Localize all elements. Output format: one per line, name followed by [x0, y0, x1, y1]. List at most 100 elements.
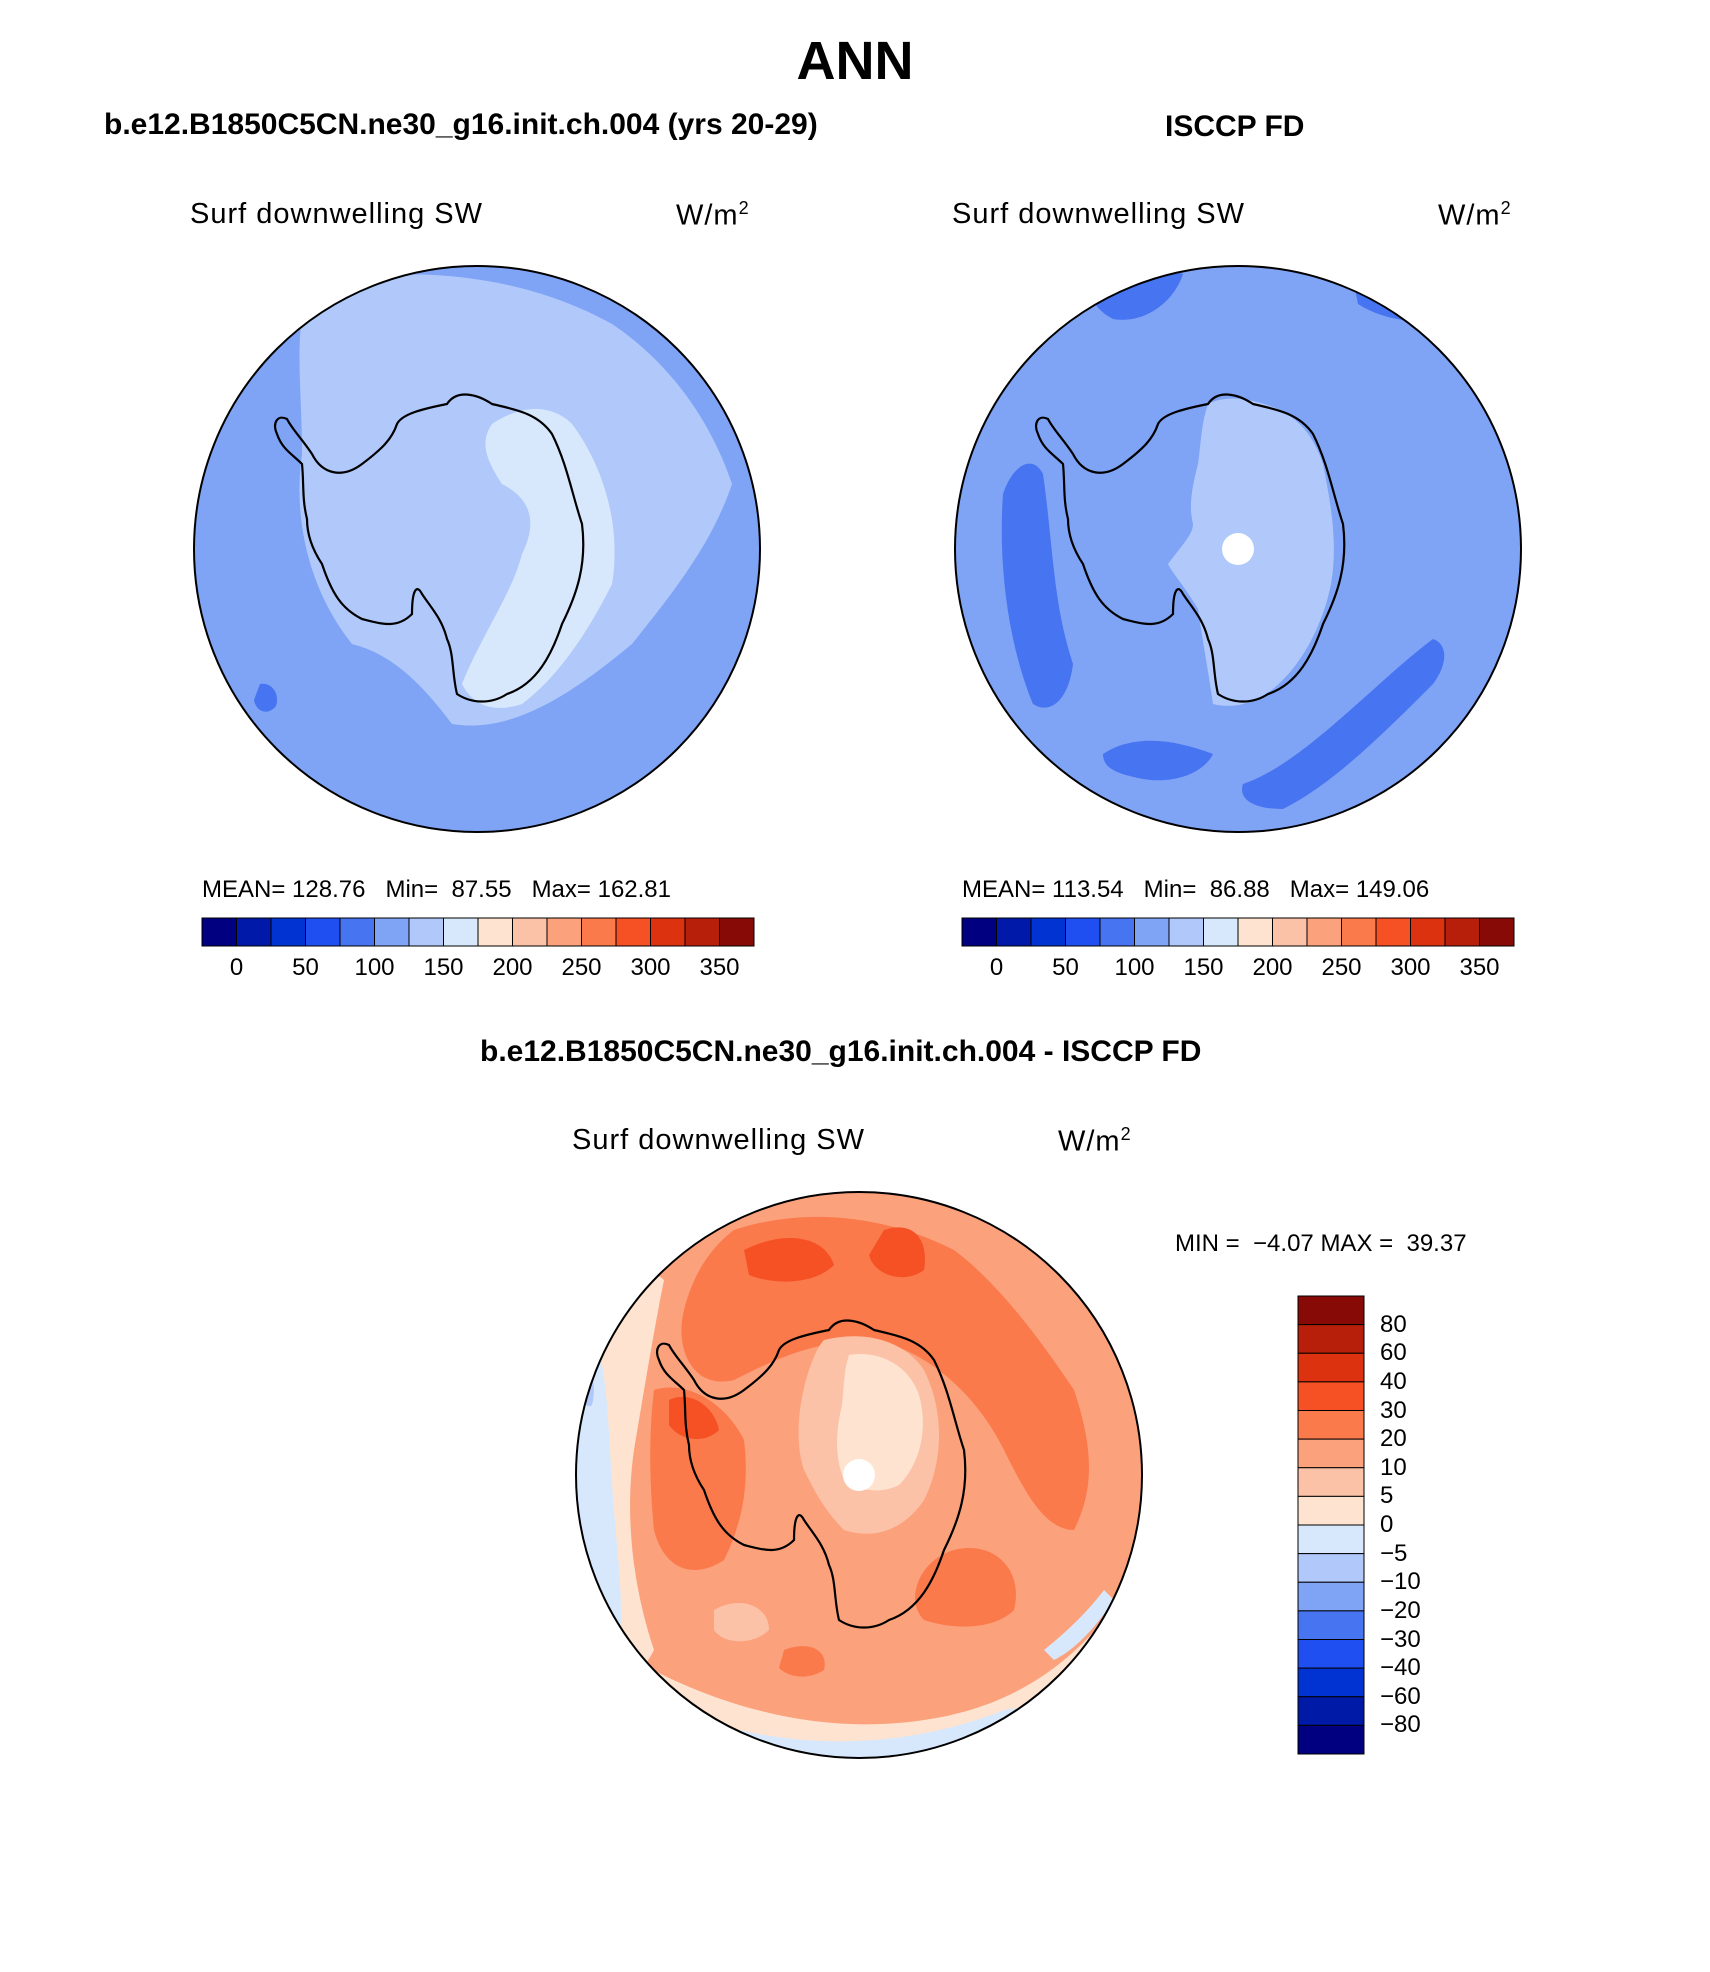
obs-field-band-100-left: [1001, 463, 1073, 708]
colorbar-swatch: [1297, 1524, 1365, 1555]
obs-subtitle: Surf downwelling SW: [952, 198, 1245, 230]
colorbar-swatch: [1375, 917, 1411, 947]
colorbar-swatch: [408, 917, 444, 947]
model-map: [193, 265, 761, 833]
colorbar-swatch: [1297, 1324, 1365, 1354]
colorbar-tick-label: 200: [492, 954, 533, 981]
colorbar-swatch: [1297, 1610, 1365, 1640]
diff-field-band-30-bottom: [779, 1646, 825, 1677]
colorbar-tick-label: −20: [1380, 1596, 1421, 1624]
colorbar-swatch: [512, 917, 548, 947]
model-field-band-200: [462, 409, 615, 708]
colorbar-swatch: [1306, 917, 1342, 947]
colorbar-tick-label: 100: [1114, 954, 1155, 981]
colorbar-tick-label: 350: [1459, 954, 1500, 981]
diff-pole-hole: [843, 1459, 875, 1491]
colorbar-tick-label: 10: [1380, 1453, 1407, 1481]
colorbar-tick-label: −5: [1380, 1539, 1408, 1567]
colorbar-tick-label: 250: [561, 954, 602, 981]
colorbar-tick-label: 30: [1380, 1396, 1407, 1424]
colorbar-tick-label: 0: [989, 954, 1004, 981]
colorbar-swatch: [1134, 917, 1170, 947]
colorbar-swatch: [615, 917, 651, 947]
colorbar-swatch: [443, 917, 479, 947]
colorbar-tick-label: −80: [1380, 1711, 1421, 1739]
obs-colorbar: [961, 917, 1515, 947]
colorbar-swatch: [1297, 1467, 1365, 1497]
diff-subtitle: Surf downwelling SW: [572, 1124, 865, 1156]
colorbar-tick-label: 60: [1380, 1339, 1407, 1367]
colorbar-swatch: [1203, 917, 1239, 947]
model-stats: MEAN= 128.76 Min= 87.55 Max= 162.81: [202, 876, 671, 903]
colorbar-tick-label: 20: [1380, 1425, 1407, 1453]
colorbar-swatch: [1272, 917, 1308, 947]
colorbar-tick-label: 300: [1390, 954, 1431, 981]
colorbar-swatch: [1444, 917, 1480, 947]
diff-field-band-neg-right: [1044, 1590, 1114, 1660]
colorbar-swatch: [270, 917, 306, 947]
colorbar-swatch: [1341, 917, 1377, 947]
obs-map: [954, 265, 1522, 833]
diff-panel-title: b.e12.B1850C5CN.ne30_g16.init.ch.004 - I…: [480, 1035, 1202, 1068]
colorbar-swatch: [1410, 917, 1446, 947]
colorbar-swatch: [1168, 917, 1204, 947]
model-field-band-100: [194, 384, 222, 419]
colorbar-swatch: [374, 917, 410, 947]
colorbar-swatch: [1297, 1410, 1365, 1440]
diff-antarctica-coast: [655, 1319, 967, 1629]
colorbar-swatch: [684, 917, 720, 947]
colorbar-swatch: [1297, 1295, 1365, 1326]
model-field-band-100b: [254, 683, 278, 712]
colorbar-swatch: [1297, 1553, 1365, 1583]
colorbar-swatch: [996, 917, 1032, 947]
colorbar-tick-label: 250: [1321, 954, 1362, 981]
colorbar-tick-label: 50: [292, 954, 319, 981]
colorbar-swatch: [1297, 1352, 1365, 1383]
diff-field-band-40-ne: [869, 1227, 925, 1278]
colorbar-swatch: [961, 917, 997, 947]
colorbar-swatch: [1297, 1667, 1365, 1698]
model-panel-title: b.e12.B1850C5CN.ne30_g16.init.ch.004 (yr…: [104, 108, 818, 141]
colorbar-tick-label: 0: [229, 954, 244, 981]
model-antarctica-coast: [273, 393, 585, 703]
colorbar-tick-label: 200: [1252, 954, 1293, 981]
model-field-band-150: [299, 274, 732, 726]
model-colorbar: [201, 917, 755, 947]
colorbar-swatch: [1479, 917, 1515, 947]
diff-field-band-30-right: [915, 1548, 1016, 1627]
colorbar-tick-label: 150: [423, 954, 464, 981]
model-subtitle: Surf downwelling SW: [190, 198, 483, 230]
colorbar-swatch: [650, 917, 686, 947]
page-title: ANN: [796, 31, 914, 91]
colorbar-swatch: [1065, 917, 1101, 947]
colorbar-swatch: [305, 917, 341, 947]
diff-field-band-10-20-sw: [714, 1602, 769, 1642]
obs-antarctica-coast: [1034, 393, 1346, 703]
obs-panel-title: ISCCP FD: [1165, 110, 1305, 143]
colorbar-swatch: [477, 917, 513, 947]
diff-field-band-40-left: [669, 1396, 719, 1440]
obs-field-band-100-right: [1242, 639, 1445, 809]
colorbar-swatch: [1297, 1696, 1365, 1726]
colorbar-swatch: [1099, 917, 1135, 947]
model-units: W/m2: [676, 198, 750, 232]
diff-field-band-30-top: [681, 1216, 1089, 1530]
diff-units: W/m2: [1058, 1124, 1132, 1158]
colorbar-tick-label: 80: [1380, 1310, 1407, 1338]
obs-field-band-100-bottom: [1103, 740, 1213, 781]
colorbar-tick-label: 5: [1380, 1482, 1394, 1510]
colorbar-tick-label: 0: [1380, 1511, 1394, 1538]
colorbar-swatch: [201, 917, 237, 947]
colorbar-swatch: [1237, 917, 1273, 947]
colorbar-tick-label: 40: [1380, 1367, 1407, 1395]
colorbar-swatch: [1297, 1438, 1365, 1469]
colorbar-swatch: [1030, 917, 1066, 947]
diff-map: [575, 1191, 1143, 1759]
colorbar-swatch: [546, 917, 582, 947]
colorbar-swatch: [1297, 1724, 1365, 1755]
colorbar-swatch: [581, 917, 617, 947]
colorbar-swatch: [1297, 1381, 1365, 1411]
colorbar-tick-label: −40: [1380, 1654, 1421, 1682]
obs-pole-hole: [1222, 533, 1254, 565]
colorbar-tick-label: −10: [1380, 1568, 1421, 1596]
